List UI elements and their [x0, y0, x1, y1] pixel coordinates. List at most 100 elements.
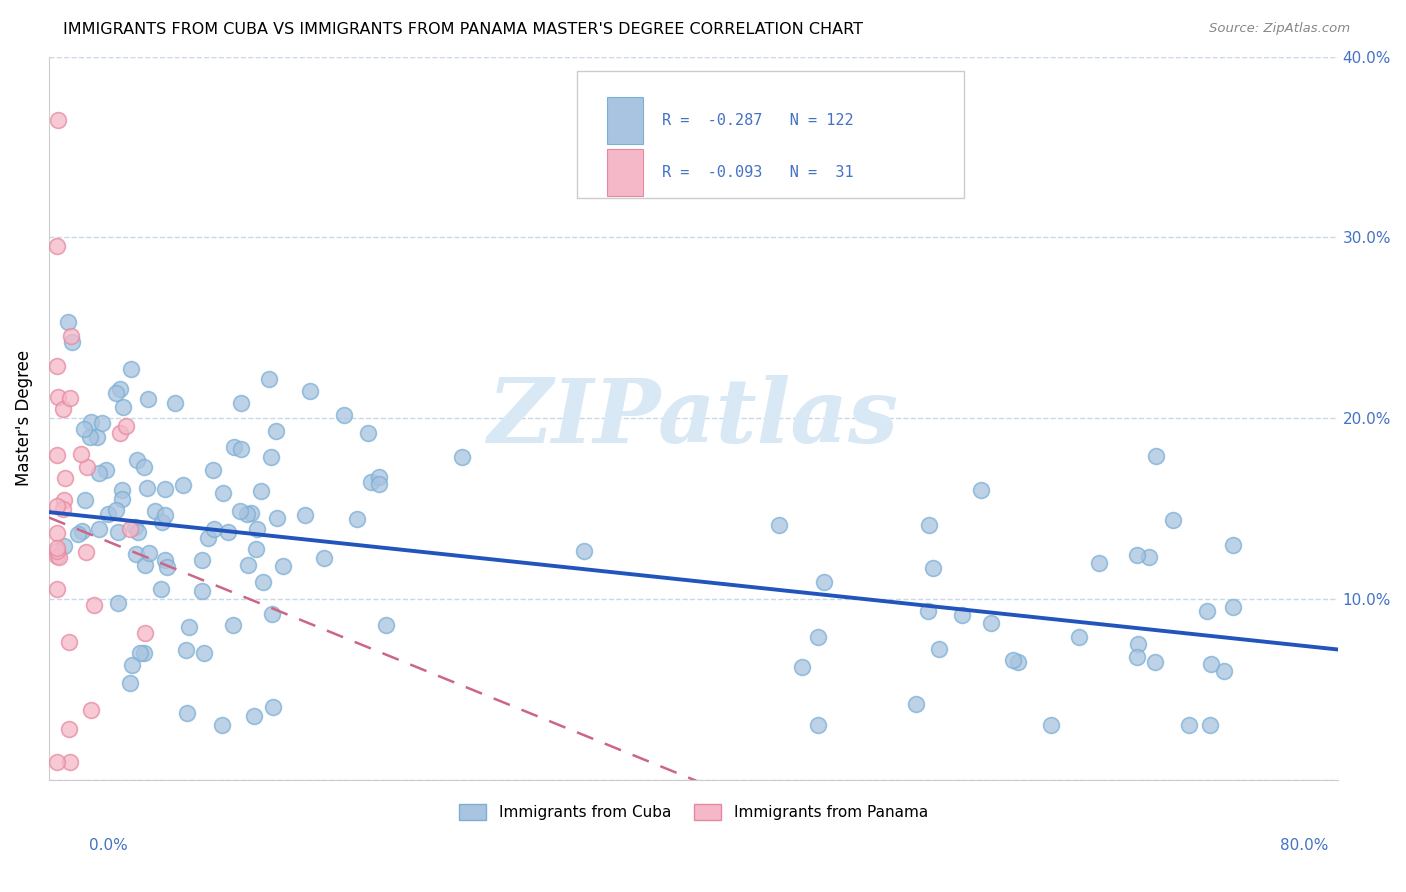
Point [904, 697, 927, 711]
Point [97, 507, 120, 521]
Point [202, 522, 225, 536]
Text: ZIPatlas: ZIPatlas [488, 375, 898, 461]
Point [813, 574, 835, 589]
Point [193, 646, 215, 660]
Point [156, 560, 179, 574]
FancyBboxPatch shape [607, 149, 643, 196]
Point [150, 582, 173, 596]
Point [360, 475, 382, 489]
Point [52, 539, 75, 553]
Point [58, 635, 80, 649]
Point [807, 718, 830, 732]
Point [273, 558, 295, 573]
Point [191, 584, 214, 599]
Point [112, 401, 135, 415]
Point [48, 549, 70, 564]
Y-axis label: Master's Degree: Master's Degree [15, 350, 32, 486]
Point [1088, 556, 1111, 570]
Point [921, 561, 943, 575]
Point [222, 618, 245, 632]
Point [72, 422, 94, 436]
Text: R =  -0.287   N = 122: R = -0.287 N = 122 [662, 112, 853, 128]
Point [212, 486, 235, 500]
Point [1128, 637, 1150, 651]
Point [262, 700, 284, 714]
Point [107, 525, 129, 540]
Point [1069, 630, 1091, 644]
Point [1001, 653, 1024, 667]
Point [58, 722, 80, 736]
Point [917, 517, 939, 532]
Point [970, 483, 993, 498]
Point [60, 335, 83, 350]
Point [374, 617, 396, 632]
Point [80, 703, 103, 717]
Point [1137, 550, 1160, 565]
Point [243, 709, 266, 723]
Text: Source: ZipAtlas.com: Source: ZipAtlas.com [1209, 22, 1350, 36]
Text: 0.0%: 0.0% [89, 838, 128, 853]
Point [46, 549, 69, 564]
Point [120, 522, 142, 536]
Point [211, 718, 233, 732]
Point [121, 658, 143, 673]
Point [108, 425, 131, 440]
Point [52, 502, 75, 516]
Point [298, 384, 321, 399]
Point [129, 646, 152, 660]
Point [451, 450, 474, 464]
Point [70, 524, 93, 538]
Point [91, 416, 114, 430]
Point [368, 477, 391, 491]
Point [136, 392, 159, 406]
Point [46, 499, 69, 513]
FancyBboxPatch shape [607, 96, 643, 144]
Point [572, 544, 595, 558]
Point [115, 418, 138, 433]
Point [1177, 718, 1199, 732]
Point [1222, 538, 1244, 552]
Point [110, 491, 132, 506]
Point [87, 467, 110, 481]
Point [1125, 548, 1147, 562]
FancyBboxPatch shape [578, 71, 965, 198]
Point [250, 484, 273, 499]
Point [357, 426, 380, 441]
Point [1195, 604, 1218, 618]
Point [134, 558, 156, 573]
Point [260, 607, 283, 622]
Point [89, 522, 111, 536]
Point [246, 522, 269, 536]
Point [155, 482, 177, 496]
Point [950, 607, 973, 622]
Point [46, 755, 69, 769]
Point [75, 545, 97, 559]
Point [217, 524, 239, 539]
Point [257, 372, 280, 386]
Legend: Immigrants from Cuba, Immigrants from Panama: Immigrants from Cuba, Immigrants from Pa… [453, 798, 934, 826]
Point [202, 463, 225, 477]
Point [150, 515, 173, 529]
Point [176, 706, 198, 721]
Point [165, 395, 187, 409]
Point [807, 630, 830, 644]
Point [59, 328, 82, 343]
Point [174, 642, 197, 657]
Point [222, 441, 245, 455]
Point [229, 503, 252, 517]
Point [1144, 655, 1167, 669]
Point [55, 471, 77, 485]
Text: IMMIGRANTS FROM CUBA VS IMMIGRANTS FROM PANAMA MASTER'S DEGREE CORRELATION CHART: IMMIGRANTS FROM CUBA VS IMMIGRANTS FROM … [63, 22, 863, 37]
Point [1144, 449, 1167, 463]
Point [111, 483, 134, 497]
Point [790, 660, 813, 674]
Point [86, 430, 108, 444]
Point [124, 520, 146, 534]
Point [66, 527, 89, 541]
Point [153, 508, 176, 523]
Point [235, 507, 257, 521]
Point [120, 361, 142, 376]
Point [46, 448, 69, 462]
Point [127, 453, 149, 467]
Point [46, 543, 69, 558]
